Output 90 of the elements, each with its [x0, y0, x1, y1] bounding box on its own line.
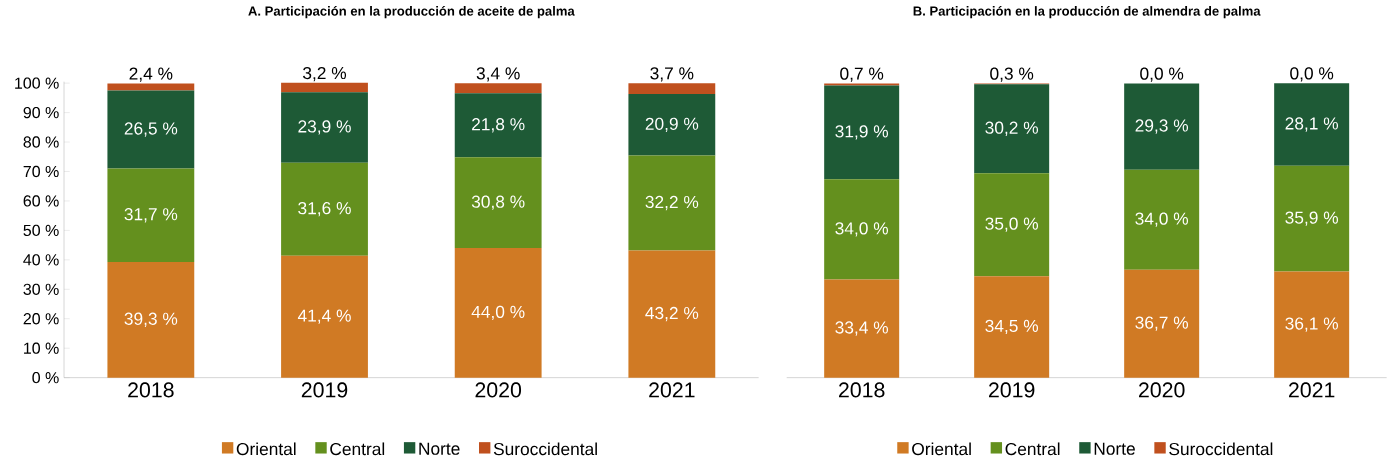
data-label: 0,0 % [1290, 67, 1334, 82]
chart-title: B. Participación en la producción de almendra de palma [913, 5, 1261, 19]
y-tick-label: 70 % [23, 165, 59, 178]
bar [628, 155, 716, 251]
legend-label: Oriental [912, 442, 971, 456]
bar [628, 250, 716, 378]
x-tick-label: 2021 [649, 382, 695, 398]
data-label: 23,9 % [298, 120, 351, 135]
data-label: 44,0 % [471, 305, 525, 321]
bar [974, 173, 1050, 277]
data-label: 34,0 % [835, 222, 889, 237]
x-tick-label: 2021 [1289, 382, 1335, 398]
data-label: 0,7 % [840, 67, 884, 82]
data-label: 36,1 % [1285, 317, 1339, 332]
bar [628, 94, 716, 156]
bar [454, 157, 542, 249]
legend-label: Central [330, 442, 385, 456]
bar [281, 92, 368, 163]
data-label: 26,5 % [124, 122, 178, 137]
data-label: 41,4 % [297, 309, 351, 324]
data-label: 3,2 % [303, 66, 347, 82]
data-label: 29,3 % [1135, 119, 1189, 134]
data-label: 0,0 % [1140, 67, 1184, 82]
bar [281, 162, 368, 256]
legend-label: Central [1005, 442, 1060, 456]
data-label: 21,8 % [472, 118, 525, 133]
data-label: 35,9 % [1285, 211, 1339, 226]
data-label: 34,5 % [985, 319, 1039, 335]
data-label: 30,2 % [985, 121, 1039, 136]
data-label: 35,0 % [985, 217, 1039, 232]
bar [1124, 269, 1200, 378]
data-label: 30,8 % [471, 195, 525, 210]
data-label: 43,2 % [645, 306, 699, 322]
data-label: 31,9 % [835, 125, 889, 140]
y-tick-label: 30 % [23, 283, 59, 295]
bar [281, 255, 368, 378]
bar [107, 168, 195, 262]
data-label: 31,6 % [298, 202, 351, 217]
legend-label: Suroccidental [493, 442, 597, 456]
bar [454, 93, 542, 158]
bar [824, 179, 900, 280]
data-label: 31,7 % [124, 208, 178, 223]
bar [824, 85, 900, 180]
data-label: 3,4 % [476, 67, 520, 82]
y-tick-label: 10 % [24, 342, 59, 354]
x-tick-label: 2019 [301, 382, 348, 398]
data-label: 20,9 % [645, 117, 699, 132]
data-label: 36,7 % [1135, 316, 1189, 331]
bar [1124, 169, 1200, 270]
bar [628, 83, 716, 95]
x-tick-label: 2020 [475, 382, 522, 398]
y-tick-label: 90 % [23, 106, 59, 119]
data-label: 33,4 % [835, 321, 889, 336]
x-tick-label: 2020 [1139, 382, 1185, 398]
y-tick-label: 20 % [23, 313, 59, 325]
bar [1274, 83, 1350, 166]
x-tick-label: 2018 [839, 382, 885, 398]
data-label: 28,1 % [1285, 117, 1339, 132]
data-label: 39,3 % [124, 312, 178, 327]
bar [974, 276, 1050, 378]
y-tick-label: 50 % [23, 224, 59, 237]
data-label: 2,4 % [129, 67, 173, 82]
bar [824, 83, 900, 86]
legend-label: Oriental [236, 442, 296, 456]
bar [1124, 83, 1200, 170]
bar [1274, 165, 1350, 272]
y-tick-label: 0 % [32, 371, 59, 384]
legend-label: Suroccidental [1169, 442, 1273, 456]
bar [107, 261, 195, 378]
data-label: 0,3 % [990, 67, 1034, 82]
legend-label: Norte [419, 442, 460, 455]
y-tick-label: 60 % [23, 195, 59, 207]
bar [281, 82, 368, 93]
bar [974, 84, 1050, 174]
chart-title: A. Participación en la producción de aceite de palma [248, 5, 575, 19]
bar [454, 248, 542, 378]
bar [107, 90, 195, 169]
data-label: 32,2 % [645, 195, 699, 211]
legend-label: Norte [1094, 442, 1135, 455]
bar [454, 83, 542, 94]
x-tick-label: 2019 [989, 382, 1035, 398]
data-label: 3,7 % [650, 67, 694, 82]
bar [824, 279, 900, 378]
y-tick-label: 80 % [23, 136, 59, 148]
data-label: 34,0 % [1135, 212, 1189, 227]
y-tick-label: 40 % [23, 254, 59, 266]
y-tick-label: 100 % [15, 77, 59, 89]
bar [107, 83, 195, 91]
x-tick-label: 2018 [128, 382, 174, 398]
bar [1274, 271, 1350, 378]
